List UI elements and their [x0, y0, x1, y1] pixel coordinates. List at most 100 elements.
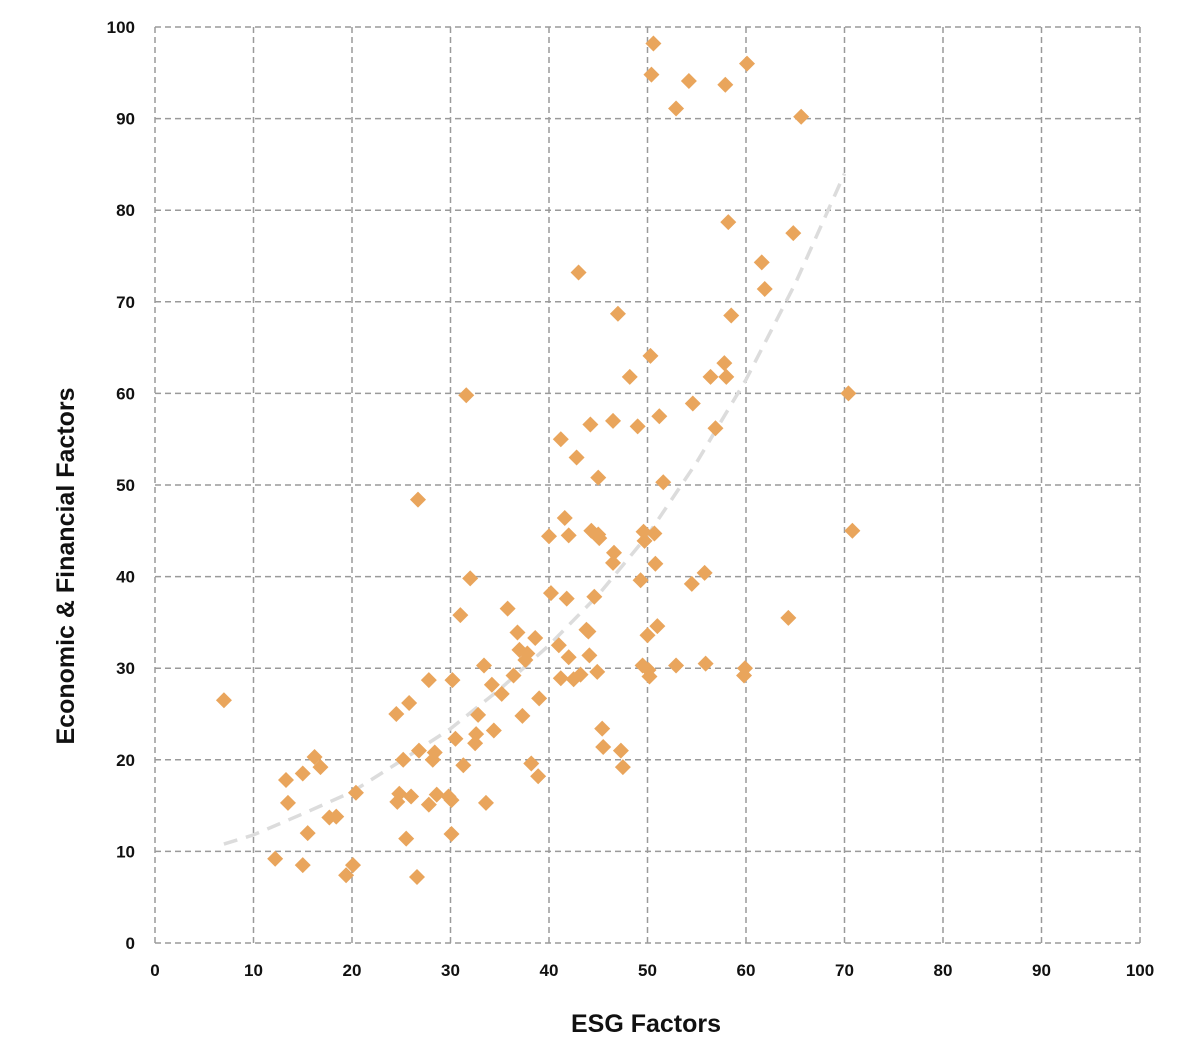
data-point — [267, 850, 284, 867]
data-point — [467, 735, 484, 752]
y-tick-label: 60 — [116, 384, 135, 403]
data-point — [651, 408, 668, 425]
data-point — [468, 726, 485, 743]
data-point — [684, 395, 701, 412]
x-tick-label: 100 — [1126, 961, 1154, 980]
data-point — [647, 555, 664, 572]
data-point — [410, 742, 427, 759]
data-point — [294, 765, 311, 782]
data-point — [793, 108, 810, 125]
data-point — [541, 528, 557, 545]
data-point — [447, 730, 464, 747]
data-point — [391, 785, 408, 802]
x-axis-title: ESG Factors — [571, 1010, 721, 1038]
data-point — [594, 720, 611, 737]
y-tick-label: 90 — [116, 110, 135, 129]
data-point — [499, 600, 516, 617]
data-point — [458, 387, 475, 404]
x-tick-label: 10 — [244, 961, 263, 980]
data-point — [279, 794, 296, 811]
data-point — [328, 808, 345, 825]
axis-ticks: 0 10 20 30 40 50 60 70 80 90 100 0 10 20 30 40 50 60 70 80 9… — [107, 18, 1155, 980]
data-point — [443, 792, 460, 809]
data-point — [403, 788, 420, 805]
data-point — [299, 825, 316, 842]
data-point — [462, 570, 479, 587]
data-point — [668, 100, 685, 117]
data-point — [636, 532, 653, 549]
data-point — [785, 225, 802, 242]
data-point — [756, 280, 773, 297]
x-tick-label: 50 — [638, 961, 657, 980]
data-point — [443, 825, 460, 842]
data-point — [347, 784, 364, 801]
data-point — [401, 695, 418, 712]
data-point — [840, 385, 857, 402]
y-tick-label: 40 — [116, 568, 135, 587]
data-point — [568, 449, 585, 466]
data-point — [605, 554, 622, 571]
data-point — [668, 657, 685, 674]
data-point — [514, 707, 531, 724]
y-tick-label: 100 — [107, 18, 135, 37]
data-point — [683, 575, 700, 592]
data-point — [409, 491, 426, 508]
x-tick-label: 0 — [150, 961, 159, 980]
data-point — [589, 663, 606, 680]
data-point — [612, 742, 629, 759]
data-points — [215, 35, 861, 886]
data-point — [398, 830, 415, 847]
y-tick-label: 30 — [116, 659, 135, 678]
data-point — [655, 474, 672, 491]
data-point — [780, 609, 797, 626]
data-point — [388, 706, 405, 722]
data-point — [621, 368, 638, 385]
data-point — [493, 685, 510, 702]
data-point — [560, 527, 577, 544]
data-point — [606, 544, 623, 561]
data-point — [707, 420, 724, 437]
data-point — [645, 35, 662, 52]
y-tick-label: 10 — [116, 842, 135, 861]
data-point — [632, 572, 649, 589]
data-point — [590, 469, 607, 486]
data-point — [444, 672, 461, 689]
x-tick-label: 80 — [934, 961, 953, 980]
y-tick-label: 50 — [116, 476, 135, 495]
data-point — [560, 649, 577, 666]
data-point — [581, 647, 598, 664]
data-point — [702, 368, 719, 385]
data-point — [556, 509, 573, 526]
grid — [154, 26, 1141, 944]
data-point — [475, 657, 492, 674]
data-point — [580, 623, 597, 640]
data-point — [696, 564, 713, 581]
data-point — [595, 738, 612, 755]
y-tick-label: 80 — [116, 201, 135, 220]
data-point — [646, 525, 663, 542]
x-tick-label: 70 — [835, 961, 854, 980]
data-point — [530, 768, 547, 785]
data-point — [591, 530, 608, 547]
data-point — [344, 857, 361, 874]
data-point — [649, 618, 666, 635]
data-point — [420, 796, 437, 813]
data-point — [455, 757, 472, 774]
data-point — [614, 759, 631, 776]
data-point — [639, 627, 656, 644]
data-point — [642, 347, 659, 364]
data-point — [527, 629, 544, 646]
x-tick-label: 90 — [1032, 961, 1051, 980]
data-point — [483, 676, 500, 693]
data-point — [641, 668, 658, 685]
trend-line — [223, 172, 847, 846]
data-point — [629, 418, 646, 435]
y-tick-label: 0 — [126, 934, 135, 953]
data-point — [635, 523, 652, 540]
data-point — [717, 76, 734, 93]
data-point — [428, 786, 445, 803]
data-point — [552, 431, 569, 448]
data-point — [409, 869, 426, 886]
data-point — [697, 655, 714, 672]
data-point — [523, 755, 540, 772]
